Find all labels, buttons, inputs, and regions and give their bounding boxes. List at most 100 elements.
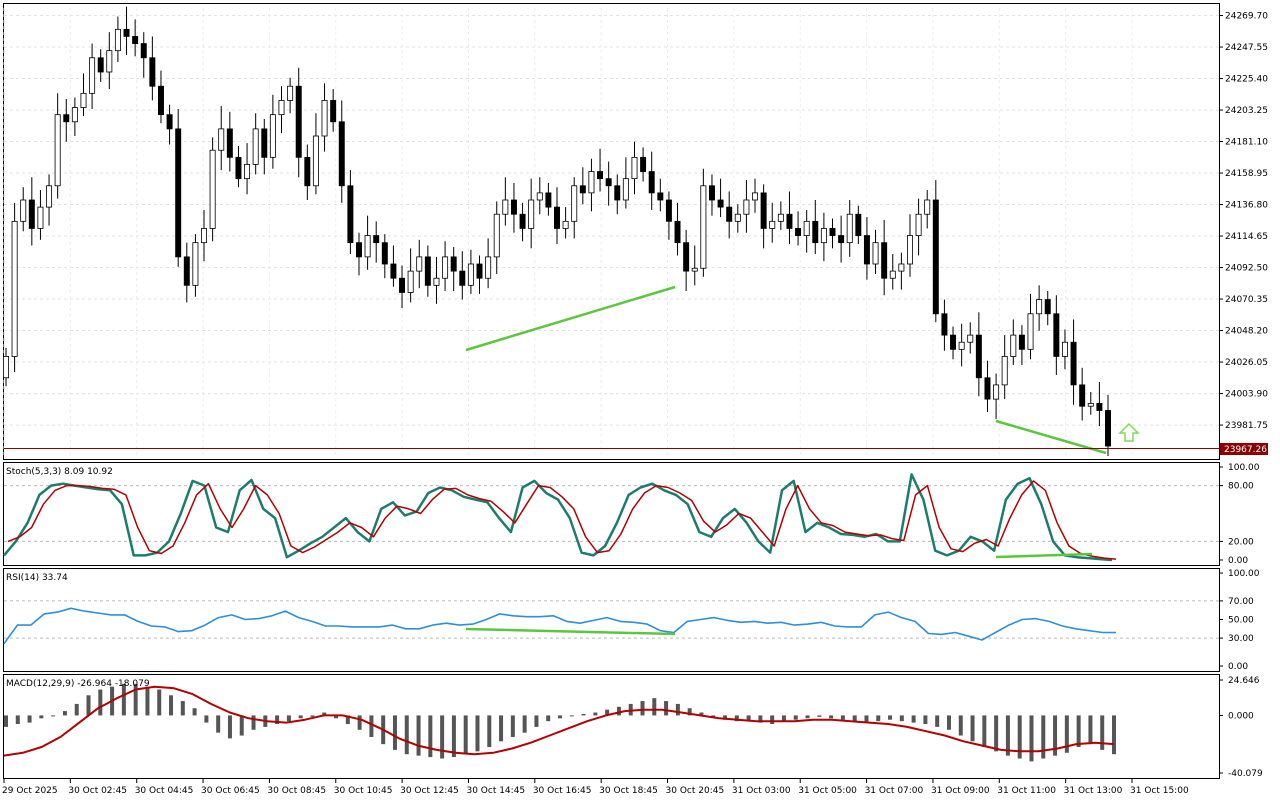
candle-body [708, 185, 715, 201]
price-tick-label: 24181.10 [1225, 138, 1268, 148]
candle-body [157, 85, 164, 116]
candle-body [605, 178, 612, 187]
time-tick-label: 30 Oct 14:45 [466, 786, 525, 796]
macd-bar [39, 715, 44, 719]
macd-signal-line [3, 685, 1115, 757]
candle-body [261, 128, 268, 158]
price-pane[interactable] [3, 3, 1220, 460]
macd-bar [180, 701, 185, 716]
macd-bar [923, 715, 928, 725]
time-tick-label: 30 Oct 06:45 [201, 786, 260, 796]
rsi-tick-label: 30.00 [1228, 634, 1254, 644]
candle-body [347, 185, 354, 244]
candle-body [597, 171, 604, 180]
stoch-pane[interactable] [3, 462, 1220, 566]
time-tick-label: 30 Oct 12:45 [400, 786, 459, 796]
price-tick-label: 24203.25 [1225, 106, 1268, 116]
macd-bar [86, 695, 91, 716]
candle-body [304, 156, 311, 187]
macd-bar [334, 715, 339, 719]
stoch-tick-label: 20.00 [1228, 537, 1254, 547]
candle-body [295, 85, 302, 158]
macd-bar [1053, 715, 1058, 756]
price-divergence-line [465, 285, 676, 352]
macd-bar [758, 715, 763, 723]
candle-body [46, 185, 53, 208]
macd-bar [510, 715, 515, 737]
time-tick-label: 30 Oct 18:45 [599, 786, 658, 796]
macd-bar [781, 715, 786, 722]
candle-body [459, 270, 466, 286]
arrow-up-icon [1118, 422, 1140, 442]
candle-body [149, 57, 156, 87]
candle-body [1010, 334, 1017, 357]
rsi-pane[interactable] [3, 568, 1220, 672]
macd-bar [4, 715, 8, 727]
macd-bar [546, 715, 551, 722]
candle-body [433, 277, 440, 286]
macd-bar [145, 686, 150, 716]
macd-bar [1029, 715, 1034, 762]
price-tick-label: 24158.95 [1225, 169, 1268, 179]
price-axis: 24269.70 24247.55 24225.40 24203.25 24181.10… [1219, 12, 1268, 779]
macd-bar [958, 715, 963, 736]
candle-body [950, 334, 957, 350]
candle-body [493, 213, 500, 258]
candle-body [545, 192, 552, 208]
macd-bar [876, 715, 881, 722]
candle-body [97, 57, 104, 73]
macd-bar [970, 715, 975, 742]
macd-bar [392, 715, 397, 750]
candle-body [665, 199, 672, 222]
macd-bar [640, 701, 645, 716]
candle-body [502, 199, 509, 215]
rsi-divergence-line [465, 627, 676, 636]
candle-body [140, 43, 147, 59]
candle-body [132, 36, 139, 44]
candle-body [846, 213, 853, 244]
macd-bar [817, 715, 822, 717]
rsi-label: RSI(14) 33.74 [6, 573, 68, 583]
candle-body [829, 228, 836, 236]
time-tick-label: 31 Oct 03:00 [732, 786, 791, 796]
candle-body [407, 270, 414, 293]
macd-bar [569, 715, 574, 717]
macd-bar [192, 708, 197, 716]
candle-body [356, 242, 362, 258]
candle-body [536, 192, 543, 201]
candle-body [648, 171, 655, 194]
price-tick-label: 24092.50 [1225, 264, 1268, 274]
candle-body [795, 228, 802, 236]
candle-body [1061, 341, 1068, 357]
candle-body [11, 220, 18, 357]
candle-body [166, 114, 173, 130]
macd-bar [51, 715, 56, 717]
candle-body [252, 128, 259, 165]
macd-pane[interactable] [3, 674, 1220, 779]
candle-body [244, 164, 251, 180]
macd-bar [864, 715, 869, 723]
candle-body [838, 235, 845, 244]
candle-body [1087, 402, 1094, 407]
candle-body [235, 156, 242, 180]
price-divergence-line [995, 419, 1107, 455]
rsi-line [3, 607, 1116, 645]
candle-body [183, 256, 190, 286]
candle-body [993, 384, 1000, 400]
candle-body [769, 220, 776, 229]
candle-body [734, 213, 741, 222]
macd-bar [522, 715, 527, 733]
macd-bar [734, 715, 739, 722]
candle-body [803, 220, 810, 236]
candle-body [528, 199, 535, 229]
candle-body [424, 256, 431, 286]
macd-bar [216, 715, 221, 733]
candle-body [683, 242, 690, 272]
candle-body [1070, 341, 1077, 386]
stoch-main-line [3, 473, 1113, 562]
candle-body [915, 213, 922, 236]
macd-bar [534, 715, 539, 727]
macd-bar [994, 715, 999, 752]
macd-bar [239, 715, 244, 736]
